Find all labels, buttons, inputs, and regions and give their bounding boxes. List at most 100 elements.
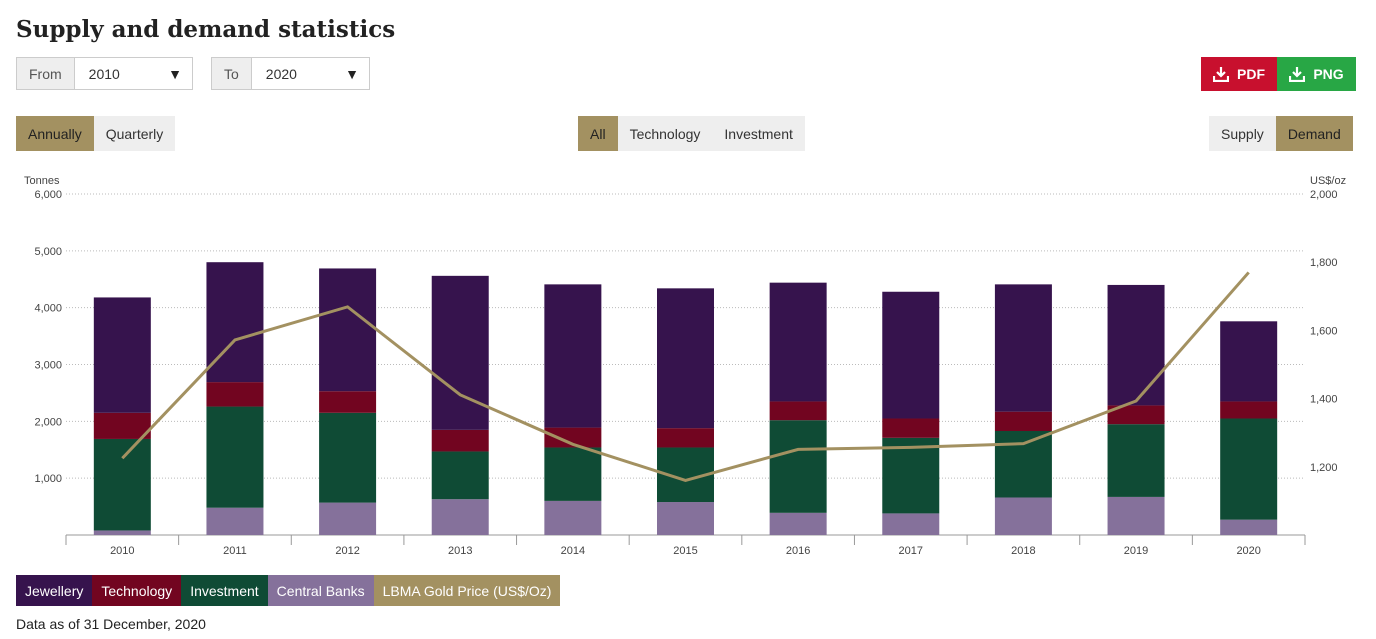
bar-jewellery (319, 268, 377, 392)
bar-investment (206, 406, 264, 508)
gold-price-line (121, 271, 1250, 483)
y-tick-label: 1,000 (34, 473, 62, 485)
bar-jewellery (882, 291, 940, 419)
y-tick-label: 4,000 (34, 303, 62, 315)
annually-button[interactable]: Annually (16, 116, 94, 151)
bar-technology (319, 391, 377, 413)
bar-jewellery (657, 288, 714, 429)
y2-tick-label: 1,800 (1310, 257, 1338, 269)
y-tick-label: 3,000 (34, 360, 62, 372)
x-tick-label: 2016 (786, 545, 810, 557)
bar-investment (882, 437, 940, 514)
bar-technology (544, 427, 602, 448)
download-png-button[interactable]: PNG (1277, 57, 1356, 91)
legend-item-lbma-gold-price-us-oz[interactable]: LBMA Gold Price (US$/Oz) (373, 575, 561, 606)
legend-item-investment[interactable]: Investment (181, 575, 268, 606)
bar-investment (1220, 418, 1278, 520)
bar-central-banks (206, 507, 264, 535)
demand-button[interactable]: Demand (1275, 116, 1353, 151)
to-year-select[interactable]: To 2020 ▼ (211, 57, 370, 90)
x-tick-label: 2017 (899, 545, 923, 557)
investment-button[interactable]: Investment (712, 116, 805, 151)
bar-investment (319, 412, 377, 503)
x-tick-label: 2014 (561, 545, 585, 557)
bar-investment (544, 447, 602, 501)
y2-tick-label: 1,200 (1310, 462, 1338, 474)
bar-jewellery (93, 297, 151, 413)
bar-investment (431, 451, 489, 500)
bar-technology (206, 382, 264, 407)
bar-central-banks (882, 513, 940, 535)
supply-button[interactable]: Supply (1209, 116, 1276, 151)
x-tick-label: 2012 (335, 545, 359, 557)
legend-item-central-banks[interactable]: Central Banks (267, 575, 374, 606)
y2-tick-label: 1,600 (1310, 325, 1338, 337)
y2-tick-label: 1,400 (1310, 394, 1338, 406)
y-axis-title: Tonnes (24, 175, 60, 187)
bar-technology (93, 412, 151, 439)
x-tick-label: 2013 (448, 545, 472, 557)
bar-technology (994, 411, 1052, 431)
download-icon (1213, 67, 1229, 82)
legend-item-technology[interactable]: Technology (92, 575, 182, 606)
bar-investment (93, 438, 151, 531)
stacked-bar-chart: 1,000 2,000 3,000 4,000 5,000 6,000 1,200 1,400… (24, 175, 1346, 557)
all-button[interactable]: All (578, 116, 618, 151)
to-value: 2020 (265, 65, 297, 82)
download-pdf-button[interactable]: PDF (1201, 57, 1277, 91)
x-tick-label: 2010 (110, 545, 134, 557)
data-date-note: Data as of 31 December, 2020 (16, 616, 206, 632)
x-tick-label: 2011 (223, 545, 247, 557)
bar-jewellery (769, 282, 827, 402)
supply-demand-toggle: Supply Demand (1209, 116, 1353, 151)
chart-legend: Jewellery Technology Investment Central Ban… (16, 575, 561, 606)
bar-jewellery (544, 284, 602, 428)
to-label: To (212, 58, 252, 89)
y2-tick-label: 2,000 (1310, 189, 1338, 201)
y-tick-label: 6,000 (34, 189, 62, 201)
bar-technology (882, 418, 940, 438)
sector-filter: All Technology Investment (578, 116, 805, 151)
bar-jewellery (206, 262, 264, 383)
bar-central-banks (544, 500, 602, 535)
period-toggle: Annually Quarterly (16, 116, 176, 151)
png-label: PNG (1313, 66, 1344, 82)
bar-investment (769, 420, 827, 513)
legend-item-jewellery[interactable]: Jewellery (16, 575, 93, 606)
bar-investment (1107, 424, 1165, 497)
pdf-label: PDF (1237, 66, 1265, 82)
bar-central-banks (1220, 519, 1278, 535)
bar-central-banks (93, 530, 151, 535)
x-tick-label: 2019 (1124, 545, 1148, 557)
chevron-down-icon: ▼ (168, 65, 182, 82)
x-tick-label: 2015 (673, 545, 697, 557)
quarterly-button[interactable]: Quarterly (93, 116, 176, 151)
bar-technology (769, 401, 827, 421)
technology-button[interactable]: Technology (617, 116, 713, 151)
bar-technology (431, 429, 489, 452)
from-value: 2010 (88, 65, 120, 82)
bar-investment (994, 430, 1052, 498)
bar-jewellery (1107, 284, 1165, 406)
bar-technology (1107, 405, 1165, 425)
bar-jewellery (994, 284, 1052, 412)
bar-technology (657, 428, 714, 448)
bar-jewellery (1220, 321, 1278, 402)
bar-technology (1220, 401, 1278, 419)
bar-central-banks (657, 502, 714, 535)
bar-central-banks (769, 512, 827, 535)
chevron-down-icon: ▼ (345, 65, 359, 82)
x-tick-label: 2018 (1011, 545, 1035, 557)
x-tick-label: 2020 (1236, 545, 1260, 557)
y-tick-label: 5,000 (34, 246, 62, 258)
from-label: From (17, 58, 75, 89)
download-icon (1289, 67, 1306, 82)
bar-central-banks (1107, 496, 1165, 535)
y-tick-label: 2,000 (34, 416, 62, 428)
bar-central-banks (994, 497, 1052, 535)
from-year-select[interactable]: From 2010 ▼ (16, 57, 193, 90)
y2-axis-title: US$/oz (1310, 175, 1346, 187)
bar-central-banks (319, 502, 377, 535)
bar-jewellery (431, 275, 489, 430)
bar-central-banks (431, 499, 489, 535)
